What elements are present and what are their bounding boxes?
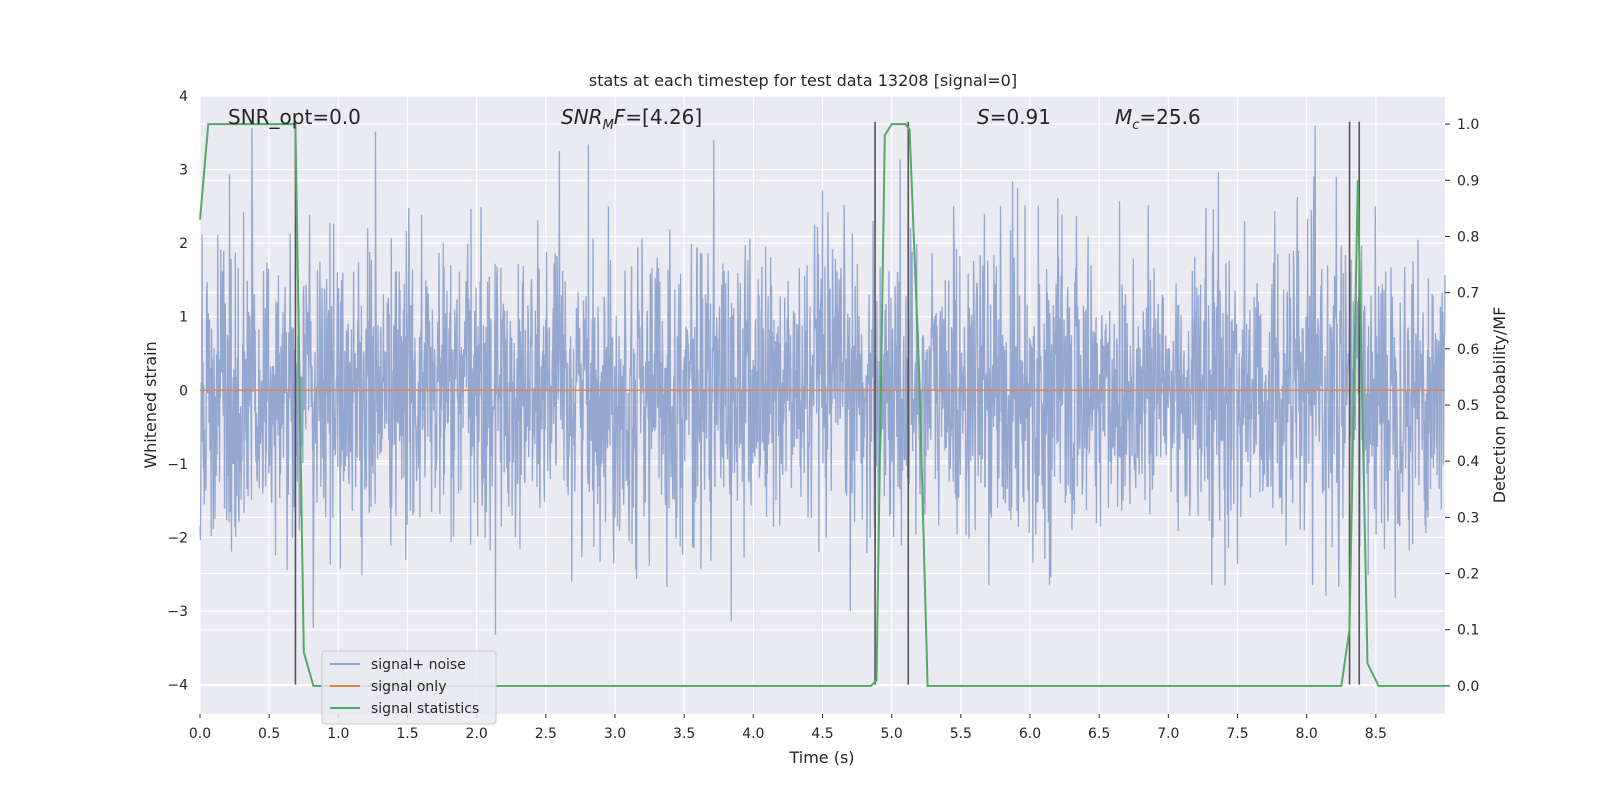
y-axis-ticks: 4 3 2 1 0 −1 −2 −3 −4 — [167, 89, 188, 694]
x-tick-label: 2.0 — [466, 726, 488, 742]
y2-tick-label: 0.1 — [1457, 623, 1479, 639]
signal-noise-line — [199, 125, 1446, 636]
legend-label-stat: signal statistics — [371, 701, 479, 717]
y2-axis-label: Detection probability/MF — [1490, 307, 1509, 504]
x-tick-label: 8.0 — [1296, 726, 1318, 742]
y-tick-label: 4 — [179, 89, 188, 105]
series-signal-noise — [199, 125, 1446, 636]
x-tick-label: 5.5 — [950, 726, 972, 742]
y2-axis-ticks: 1.0 0.9 0.8 0.7 0.6 0.5 0.4 0.3 0.2 0.1 0.0 — [1445, 117, 1479, 695]
y-tick-label: −4 — [167, 678, 188, 694]
x-tick-label: 3.0 — [604, 726, 626, 742]
annotation-snr-mf-value: =[4.26] — [625, 105, 702, 129]
x-tick-label: 3.5 — [673, 726, 695, 742]
y-tick-label: 1 — [179, 310, 188, 326]
legend-label-noise: signal+ noise — [371, 657, 466, 673]
y-tick-label: −3 — [167, 604, 188, 620]
series-signal-statistics — [199, 123, 1445, 687]
y2-tick-label: 0.4 — [1457, 454, 1479, 470]
annotation-s: S=0.91 — [977, 105, 1051, 129]
annotation-mc-value: =25.6 — [1139, 105, 1200, 129]
y-tick-label: −2 — [167, 530, 188, 546]
y2-tick-label: 0.3 — [1457, 510, 1479, 526]
annotation-s-value: =0.91 — [990, 105, 1051, 129]
x-tick-label: 8.5 — [1365, 726, 1387, 742]
y2-tick-label: 0.8 — [1457, 229, 1479, 245]
y-tick-label: 0 — [179, 383, 188, 399]
x-tick-label: 1.5 — [396, 726, 418, 742]
y-tick-label: 3 — [179, 163, 188, 179]
annotation-snr-opt: SNR_opt=0.0 — [228, 105, 361, 129]
x-tick-label: 4.0 — [742, 726, 764, 742]
x-tick-label: 2.5 — [535, 726, 557, 742]
y2-tick-label: 0.6 — [1457, 342, 1479, 358]
legend: signal+ noise signal only signal statist… — [321, 650, 497, 725]
y2-tick-label: 0.0 — [1457, 679, 1479, 695]
x-tick-label: 4.5 — [811, 726, 833, 742]
legend-box — [321, 650, 497, 725]
y2-tick-label: 0.5 — [1457, 398, 1479, 414]
y-tick-label: −1 — [167, 457, 188, 473]
x-tick-label: 0.5 — [258, 726, 280, 742]
y2-tick-label: 1.0 — [1457, 117, 1479, 133]
x-axis-ticks: 0.0 0.5 1.0 1.5 2.0 2.5 3.0 3.5 4.0 4.5 5.0 5.5 6.0 6… — [189, 714, 1387, 742]
signal-statistics-line — [199, 123, 1445, 687]
x-tick-label: 5.0 — [881, 726, 903, 742]
y2-tick-label: 0.9 — [1457, 173, 1479, 189]
y-tick-label: 2 — [179, 236, 188, 252]
y2-tick-label: 0.2 — [1457, 567, 1479, 583]
x-tick-label: 6.0 — [1019, 726, 1041, 742]
y-axis-label: Whitened strain — [141, 341, 160, 468]
x-tick-label: 7.5 — [1226, 726, 1248, 742]
y2-tick-label: 0.7 — [1457, 286, 1479, 302]
chart-title: stats at each timestep for test data 132… — [589, 71, 1017, 90]
x-tick-label: 0.0 — [189, 726, 211, 742]
legend-label-signal: signal only — [371, 679, 446, 695]
annotation-mc: Mc=25.6 — [1115, 105, 1201, 133]
x-axis-label: Time (s) — [788, 748, 854, 767]
x-tick-label: 6.5 — [1088, 726, 1110, 742]
x-tick-label: 7.0 — [1157, 726, 1179, 742]
x-tick-label: 1.0 — [327, 726, 349, 742]
annotation-snr-mf: SNRMF=[4.26] — [561, 105, 702, 133]
